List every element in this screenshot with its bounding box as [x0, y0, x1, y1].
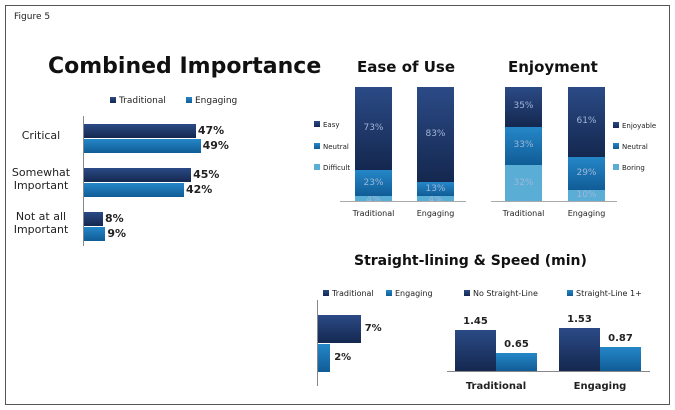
- bar-segment-neutral: 33%: [505, 126, 542, 165]
- bar-segment-difficult: 4%: [355, 196, 392, 201]
- legend-boring: Boring: [613, 164, 645, 172]
- legend-text: Neutral: [622, 143, 648, 151]
- axis-line: [83, 116, 84, 246]
- bar-traditional: [84, 124, 196, 138]
- data-label: 1.53: [567, 314, 592, 326]
- category-label: Engaging: [416, 209, 455, 218]
- legend-swatch: [464, 290, 470, 296]
- bar-straight-line-1-: [496, 352, 537, 371]
- legend-traditional: Traditional: [323, 289, 374, 298]
- axis-line: [491, 201, 617, 202]
- legend-neutral: Neutral: [613, 143, 648, 151]
- category-label: Not at all Important: [13, 210, 69, 236]
- data-label: 1.45: [463, 316, 488, 328]
- bar-traditional: [84, 212, 104, 226]
- legend-swatch: [110, 97, 116, 103]
- bar-engaging: [84, 139, 201, 153]
- data-label: 45%: [193, 168, 220, 181]
- data-label: 9%: [107, 227, 127, 240]
- category-label: Critical: [21, 129, 61, 142]
- bar-straight-line-1-: [600, 346, 641, 371]
- legend-enjoyable: Enjoyable: [613, 122, 656, 130]
- legend-no-straight-line: No Straight-Line: [464, 289, 538, 298]
- bar-segment-neutral: 29%: [568, 156, 605, 190]
- legend-swatch: [314, 164, 320, 170]
- legend-swatch: [613, 122, 619, 128]
- bar-traditional: [318, 315, 361, 343]
- bar-segment-enjoyable: 35%: [505, 87, 542, 127]
- bar-segment-enjoyable: 61%: [568, 87, 605, 157]
- legend-swatch: [186, 97, 192, 103]
- legend-swatch: [314, 121, 320, 127]
- data-label: 2%: [334, 352, 352, 363]
- bar-traditional: [84, 168, 192, 182]
- axis-line: [447, 371, 650, 372]
- data-label: 7%: [364, 323, 382, 334]
- legend-text: Engaging: [395, 289, 433, 298]
- data-label: 8%: [105, 212, 124, 225]
- legend-traditional: Traditional: [110, 96, 166, 106]
- figure-frame: [5, 5, 670, 405]
- legend-text: Enjoyable: [622, 122, 657, 130]
- data-label: 47%: [197, 124, 225, 137]
- legend-swatch: [613, 164, 619, 170]
- category-label: Traditional: [502, 209, 545, 218]
- axis-line: [317, 300, 318, 386]
- bar-segment-difficult: 4%: [417, 196, 454, 201]
- legend-text: Engaging: [195, 96, 238, 106]
- bar-segment-boring: 10%: [568, 189, 605, 201]
- legend-engaging: Engaging: [386, 289, 433, 298]
- bar-segment-easy: 83%: [417, 87, 454, 182]
- chart-title: Straight-lining & Speed (min): [354, 253, 587, 269]
- bar-engaging: [84, 183, 184, 197]
- category-label: Somewhat Important: [11, 166, 71, 192]
- legend-engaging: Engaging: [186, 96, 237, 106]
- chart-title: Combined Importance: [48, 54, 322, 79]
- legend-text: Difficult: [323, 164, 351, 172]
- bar-no-straight-line: [559, 328, 600, 371]
- legend-difficult: Difficult: [314, 164, 350, 172]
- legend-text: Boring: [622, 164, 645, 172]
- legend-swatch: [386, 290, 392, 296]
- legend-neutral: Neutral: [314, 143, 349, 151]
- legend-straight-line-1plus: Straight-Line 1+: [567, 289, 642, 298]
- category-label: Engaging: [567, 209, 606, 218]
- data-label: 0.65: [504, 338, 529, 350]
- legend-text: Straight-Line 1+: [576, 289, 642, 298]
- legend-text: Traditional: [332, 289, 374, 298]
- category-label: Traditional: [352, 209, 395, 218]
- legend-swatch: [567, 290, 573, 296]
- legend-text: Neutral: [323, 143, 349, 151]
- bar-no-straight-line: [455, 330, 496, 371]
- legend-text: Traditional: [119, 96, 166, 106]
- legend-text: No Straight-Line: [473, 289, 538, 298]
- bar-segment-easy: 73%: [355, 87, 392, 171]
- figure-label: Figure 5: [14, 12, 51, 22]
- bar-segment-neutral: 13%: [417, 181, 454, 197]
- bar-segment-boring: 32%: [505, 164, 542, 201]
- legend-text: Easy: [323, 121, 340, 129]
- bar-engaging: [84, 227, 106, 241]
- data-label: 42%: [185, 183, 213, 196]
- legend-swatch: [323, 290, 329, 296]
- data-label: 49%: [202, 139, 229, 152]
- category-label: Traditional: [465, 381, 527, 392]
- chart-title: Ease of Use: [357, 58, 456, 76]
- bar-segment-neutral: 23%: [355, 170, 392, 197]
- chart-title: Enjoyment: [508, 58, 598, 76]
- bar-engaging: [318, 344, 331, 372]
- data-label: 0.87: [608, 332, 633, 344]
- axis-line: [340, 201, 466, 202]
- legend-easy: Easy: [314, 121, 340, 129]
- legend-swatch: [314, 143, 320, 149]
- legend-swatch: [613, 143, 619, 149]
- category-label: Engaging: [573, 381, 627, 392]
